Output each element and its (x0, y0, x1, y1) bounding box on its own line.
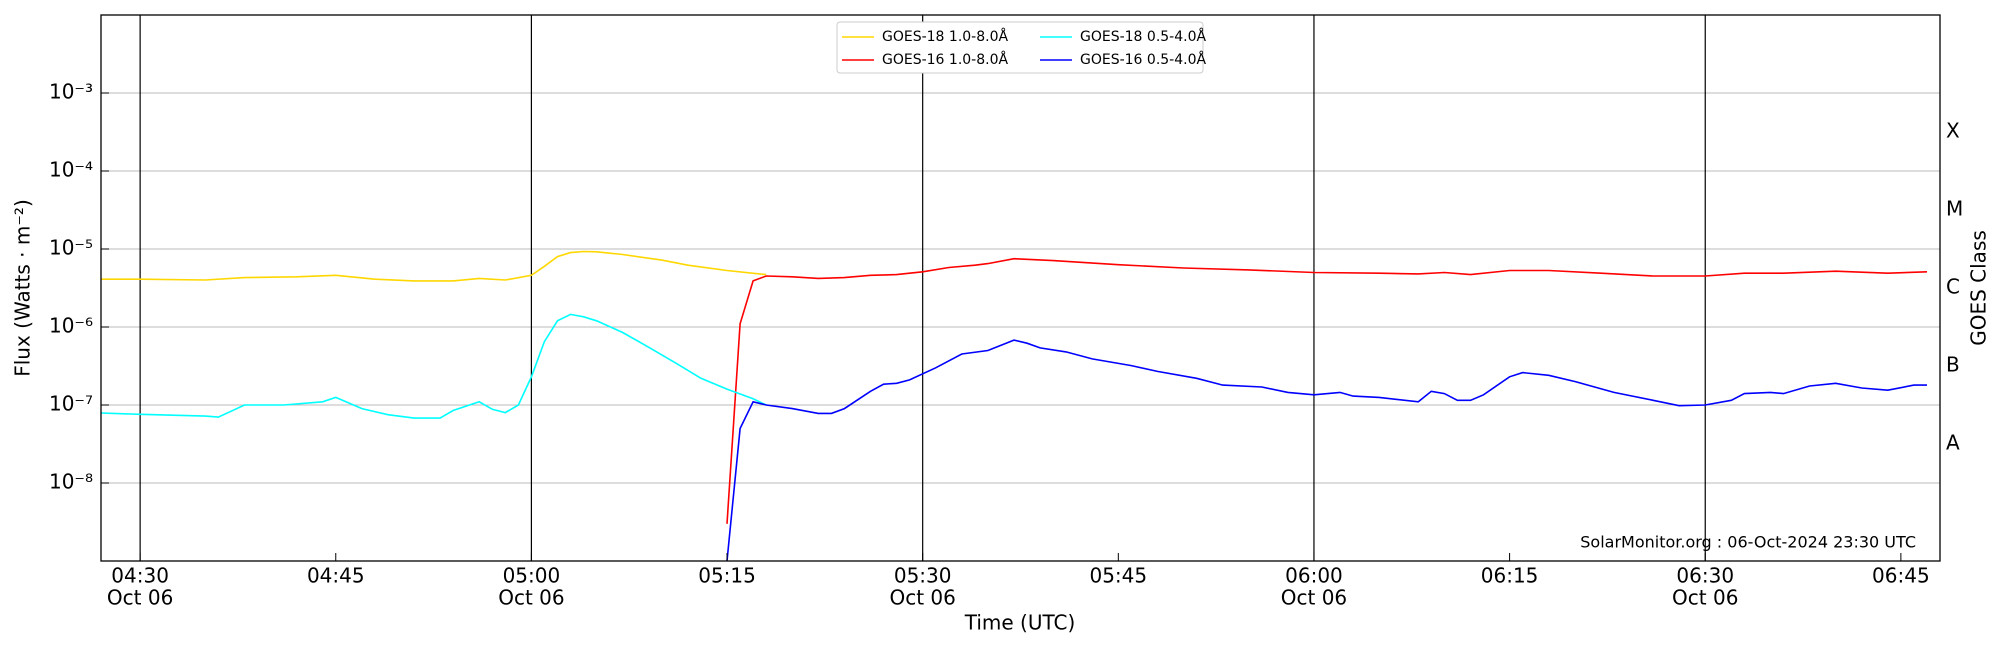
x-tick-date: Oct 06 (889, 586, 955, 610)
series-line (101, 313, 767, 419)
x-tick-label: 06:00 (1285, 564, 1343, 588)
x-tick-date: Oct 06 (498, 586, 564, 610)
x-tick-label: 05:30 (894, 564, 952, 588)
y-axis-label: Flux (Watts · m⁻²) (11, 199, 35, 377)
x-tick-date: Oct 06 (1672, 586, 1738, 610)
legend-label: GOES-16 0.5-4.0Å (1080, 51, 1206, 68)
x-tick-label: 05:45 (1089, 564, 1147, 588)
legend: GOES-18 1.0-8.0Å GOES-16 1.0-8.0Å GOES-18 … (836, 21, 1206, 74)
y-tick-label: 10⁻⁷ (49, 392, 93, 416)
series-line (726, 257, 1928, 524)
x-axis-label: Time (UTC) (964, 611, 1076, 635)
x-tick-label: 05:00 (503, 564, 561, 588)
y2-tick-label: M (1946, 197, 1963, 221)
y2-tick-label: X (1946, 119, 1960, 143)
x-tick-label: 04:45 (307, 564, 365, 588)
x-tick-label: 06:45 (1872, 564, 1930, 588)
y-tick-label: 10⁻³ (49, 80, 93, 104)
series-line (726, 339, 1927, 561)
y-tick-label: 10⁻⁵ (49, 236, 93, 260)
y2-tick-label: C (1946, 275, 1960, 299)
plot-frame (100, 14, 1941, 562)
y-tick-label: 10⁻⁶ (49, 314, 93, 338)
y-tick-label: 10⁻⁸ (49, 470, 93, 494)
grid (101, 15, 1940, 561)
legend-label: GOES-18 0.5-4.0Å (1080, 28, 1206, 45)
annotation: SolarMonitor.org : 06-Oct-2024 23:30 UTC (1580, 533, 1916, 552)
y2-tick-label: B (1946, 353, 1960, 377)
y2-axis-label: GOES Class (1967, 230, 1991, 346)
x-tick-label: 06:15 (1481, 564, 1539, 588)
y2-tick-label: A (1946, 431, 1960, 455)
x-tick-label: 06:30 (1676, 564, 1734, 588)
legend-box (836, 21, 1204, 74)
x-tick-date: Oct 06 (107, 586, 173, 610)
x-tick-label: 05:15 (698, 564, 756, 588)
legend-label: GOES-16 1.0-8.0Å (882, 51, 1008, 68)
x-tick-label: 04:30 (111, 564, 169, 588)
x-tick-date: Oct 06 (1281, 586, 1347, 610)
series-line (101, 250, 767, 282)
y-tick-label: 10⁻⁴ (49, 158, 93, 182)
plot-lines (101, 250, 1928, 561)
legend-label: GOES-18 1.0-8.0Å (882, 28, 1008, 45)
